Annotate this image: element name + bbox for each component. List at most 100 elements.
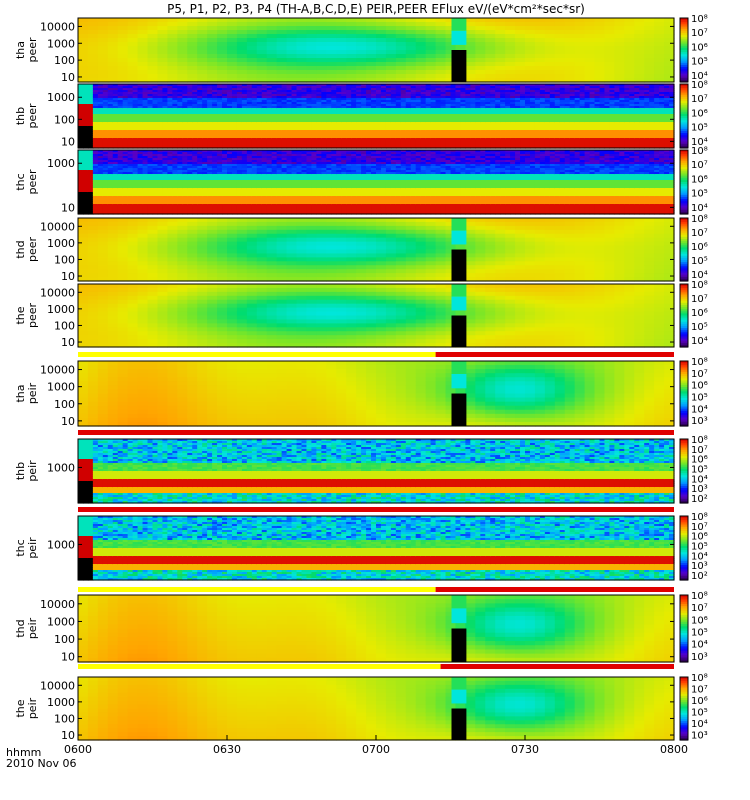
spectrogram-cell	[227, 30, 238, 35]
spectrogram-cell	[277, 38, 288, 43]
spectrogram-cell	[614, 30, 625, 35]
spectrogram-cell	[585, 70, 596, 75]
spectrogram-cell	[277, 18, 288, 23]
spectrogram-cell	[118, 46, 129, 51]
spectrogram-cell	[108, 74, 119, 79]
spectrogram-cell	[297, 26, 308, 31]
spectrogram-cell	[157, 70, 168, 75]
colorbar-tick-label: 10⁸	[691, 14, 708, 25]
spectrogram-cell	[634, 74, 645, 79]
spectrogram-cell	[515, 66, 526, 71]
spectrogram-cell	[108, 22, 119, 27]
spectrogram-cell	[297, 38, 308, 43]
spectrogram-cell	[376, 66, 387, 71]
spectrogram-cell	[306, 58, 317, 63]
spectrogram-cell	[654, 58, 665, 63]
spectrogram-cell	[118, 54, 129, 59]
spectrogram-cell	[575, 46, 586, 51]
spectrogram-cell	[366, 66, 377, 71]
spectrogram-cell	[386, 34, 397, 39]
spectrogram-cell	[78, 30, 89, 35]
spectrogram-cell	[356, 34, 367, 39]
spectrogram-cell	[108, 50, 119, 55]
spectrogram-cell	[247, 50, 258, 55]
spectrogram-cell	[237, 50, 248, 55]
spectrogram-cell	[177, 46, 188, 51]
spectrogram-cell	[386, 26, 397, 31]
spectrogram-cell	[525, 34, 536, 39]
spectrogram-cell	[406, 22, 417, 27]
spectrogram-cell	[535, 70, 546, 75]
spectrogram-cell	[495, 34, 506, 39]
spectrogram-cell	[664, 18, 675, 23]
spectrogram-cell	[654, 38, 665, 43]
spectrogram-cell	[595, 18, 606, 23]
spectrogram-cell	[505, 54, 516, 59]
spectrogram-cell	[108, 42, 119, 47]
spectrogram-cell	[366, 26, 377, 31]
spectrogram-cell	[257, 62, 268, 67]
spectrogram-cell	[217, 62, 228, 67]
spectrogram-cell	[197, 38, 208, 43]
spectrogram-cell	[98, 38, 109, 43]
spectrogram-cell	[118, 66, 129, 71]
spectrogram-cell	[148, 50, 159, 55]
spectrogram-cell	[277, 34, 288, 39]
spectrogram-cell	[306, 30, 317, 35]
spectrogram-cell	[416, 54, 427, 59]
spectrogram-cell	[465, 74, 476, 79]
spectrogram-cell	[237, 54, 248, 59]
spectrogram-cell	[197, 30, 208, 35]
spectrogram-cell	[545, 34, 556, 39]
spectrogram-cell	[575, 26, 586, 31]
spectrogram-cell	[565, 66, 576, 71]
spectrogram-cell	[475, 62, 486, 67]
spectrogram-cell	[207, 34, 218, 39]
spectrogram-cell	[614, 46, 625, 51]
spectrogram-cell	[634, 22, 645, 27]
spectrogram-cell	[376, 18, 387, 23]
spectrogram-cell	[624, 42, 635, 47]
spectrogram-cell	[565, 62, 576, 67]
spectrogram-cell	[614, 58, 625, 63]
spectrogram-cell	[644, 26, 655, 31]
spectrogram-cell	[565, 54, 576, 59]
spectrogram-cell	[227, 38, 238, 43]
spectrogram-cell	[535, 34, 546, 39]
spectrogram-cell	[138, 54, 149, 59]
spectrogram-cell	[644, 30, 655, 35]
spectrogram-cell	[585, 26, 596, 31]
spectrogram-cell	[396, 54, 407, 59]
spectrogram-cell	[664, 62, 675, 67]
spectrogram-cell	[555, 66, 566, 71]
spectrogram-cell	[575, 70, 586, 75]
spectrogram-cell	[287, 22, 298, 27]
spectrogram-cell	[88, 26, 99, 31]
spectrogram-cell	[187, 74, 198, 79]
spectrogram-cell	[515, 46, 526, 51]
spectrogram-cell	[237, 22, 248, 27]
spectrogram-cell	[207, 38, 218, 43]
spectrogram-cell	[386, 30, 397, 35]
spectrogram-cell	[376, 22, 387, 27]
spectrogram-cell	[306, 22, 317, 27]
spectrogram-cell	[664, 22, 675, 27]
spectrogram-cell	[217, 22, 228, 27]
spectrogram-cell	[545, 38, 556, 43]
spectrogram-cell	[595, 62, 606, 67]
spectrogram-cell	[396, 18, 407, 23]
spectrogram-cell	[555, 18, 566, 23]
spectrogram-cell	[396, 50, 407, 55]
spectrogram-cell	[157, 42, 168, 47]
spectrogram-cell	[177, 58, 188, 63]
spectrogram-cell	[505, 22, 516, 27]
spectrogram-cell	[406, 70, 417, 75]
spectrogram-cell	[227, 26, 238, 31]
spectrogram-cell	[624, 74, 635, 79]
spectrogram-cell	[565, 42, 576, 47]
spectrogram-cell	[366, 54, 377, 59]
spectrogram-cell	[465, 42, 476, 47]
spectrogram-cell	[297, 18, 308, 23]
colorbar-tick-label: 10⁵	[691, 123, 708, 134]
spectrogram-cell	[525, 66, 536, 71]
